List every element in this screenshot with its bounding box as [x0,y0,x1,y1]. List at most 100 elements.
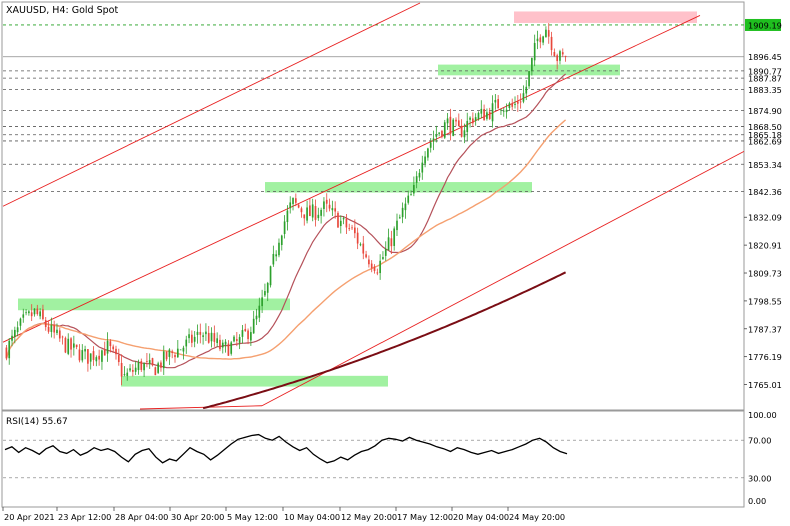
candle-body [511,103,514,107]
candle-body [78,349,81,361]
candle-body [176,348,179,358]
candle-body [564,55,567,57]
candle-body [491,103,494,122]
candle-body [356,232,359,244]
candle-body [460,125,463,137]
candle-body [384,249,387,256]
candle-body [502,110,505,112]
candle-body [486,112,488,119]
candle-body [42,309,44,320]
candlesticks[interactable] [5,23,567,386]
candle-body [379,260,381,274]
candle-body [8,340,11,359]
rsi-panel-frame [1,410,745,508]
candle-body [500,109,502,111]
candle-body [404,203,407,211]
y-tick-label-0: 1832.09 [748,213,782,223]
candle-body [325,199,328,204]
candle-body [210,332,213,342]
ma-fast-line [5,73,566,369]
candle-body [165,351,168,360]
candle-body [373,266,376,271]
candle-body [56,329,58,333]
channel-upper-line [2,2,421,207]
time-axis: 20 Apr 2021 23 Apr 12:00 28 Apr 04:00 30 Ap… [2,507,565,522]
candle-body [261,297,263,307]
candle-body [463,130,466,138]
candle-body [126,372,129,376]
candle-body [140,361,143,370]
candle-body [452,119,455,136]
candle-body [525,86,528,94]
candle-body [213,333,216,342]
candle-body [370,263,373,269]
price-level-lines [3,24,744,193]
rsi-tick-label-2: 30.00 [748,473,771,483]
candle-body [342,218,345,220]
candle-body [255,315,258,320]
candle-body [241,330,244,337]
x-tick-label-3: 30 Apr 20:00 [171,512,224,522]
candle-body [516,101,519,104]
candle-body [19,318,22,326]
candle-body [497,99,499,109]
candle-body [148,360,151,364]
candle-body [328,204,331,209]
rsi-tick-label-3: 0.00 [748,496,766,506]
rsi-title: RSI(14) 55.67 [6,417,68,427]
candle-body [556,55,559,62]
candle-body [446,118,449,124]
candle-body [407,195,410,203]
y-tick-label-1: 1820.91 [748,241,782,251]
candle-body [28,311,30,314]
level-label-0: 1890.77 [748,66,782,76]
candle-body [250,332,252,341]
candle-body [221,342,224,348]
candle-body [13,329,16,338]
candle-body [112,346,115,350]
candle-body [227,343,230,356]
candle-body [25,312,27,314]
candle-body [182,347,185,352]
candle-body [196,331,199,335]
level-label-2: 1883.35 [748,85,782,95]
candle-body [216,338,218,343]
candle-body [533,42,536,61]
candle-body [168,349,171,357]
level-label-1: 1887.87 [748,74,782,84]
x-tick-label-5: 10 May 04:00 [284,512,340,522]
candle-body [457,120,460,127]
x-tick-label-9: 24 May 20:00 [509,512,565,522]
candle-body [477,112,480,120]
y-tick-label-3: 1798.55 [748,296,782,306]
level-label-8: 1842.36 [748,187,782,197]
candle-body [362,243,365,254]
candle-body [306,207,308,221]
candle-body [559,51,561,61]
y-tick-label-2: 1809.73 [748,269,782,279]
candle-body [432,138,435,142]
candle-body [230,342,233,354]
rsi-indicator: 100.00 70.00 30.00 0.00 [3,410,777,506]
candle-body [455,119,457,122]
candle-body [314,206,317,220]
candle-body [443,122,446,138]
candle-body [266,283,269,293]
trend-channel [2,2,745,410]
current-price-label: 1896.45 [748,52,782,62]
candle-body [337,212,339,228]
candle-body [50,325,53,332]
candle-body [16,327,19,333]
candle-body [421,162,424,173]
candle-body [160,362,162,368]
candle-body [354,227,356,234]
candle-body [376,272,379,274]
x-tick-label-1: 23 Apr 12:00 [58,512,111,522]
candle-body [466,120,469,133]
candle-body [382,257,384,259]
candle-body [297,204,300,208]
candle-body [286,210,289,223]
x-tick-label-8: 20 May 04:00 [453,512,509,522]
candle-body [303,214,306,219]
